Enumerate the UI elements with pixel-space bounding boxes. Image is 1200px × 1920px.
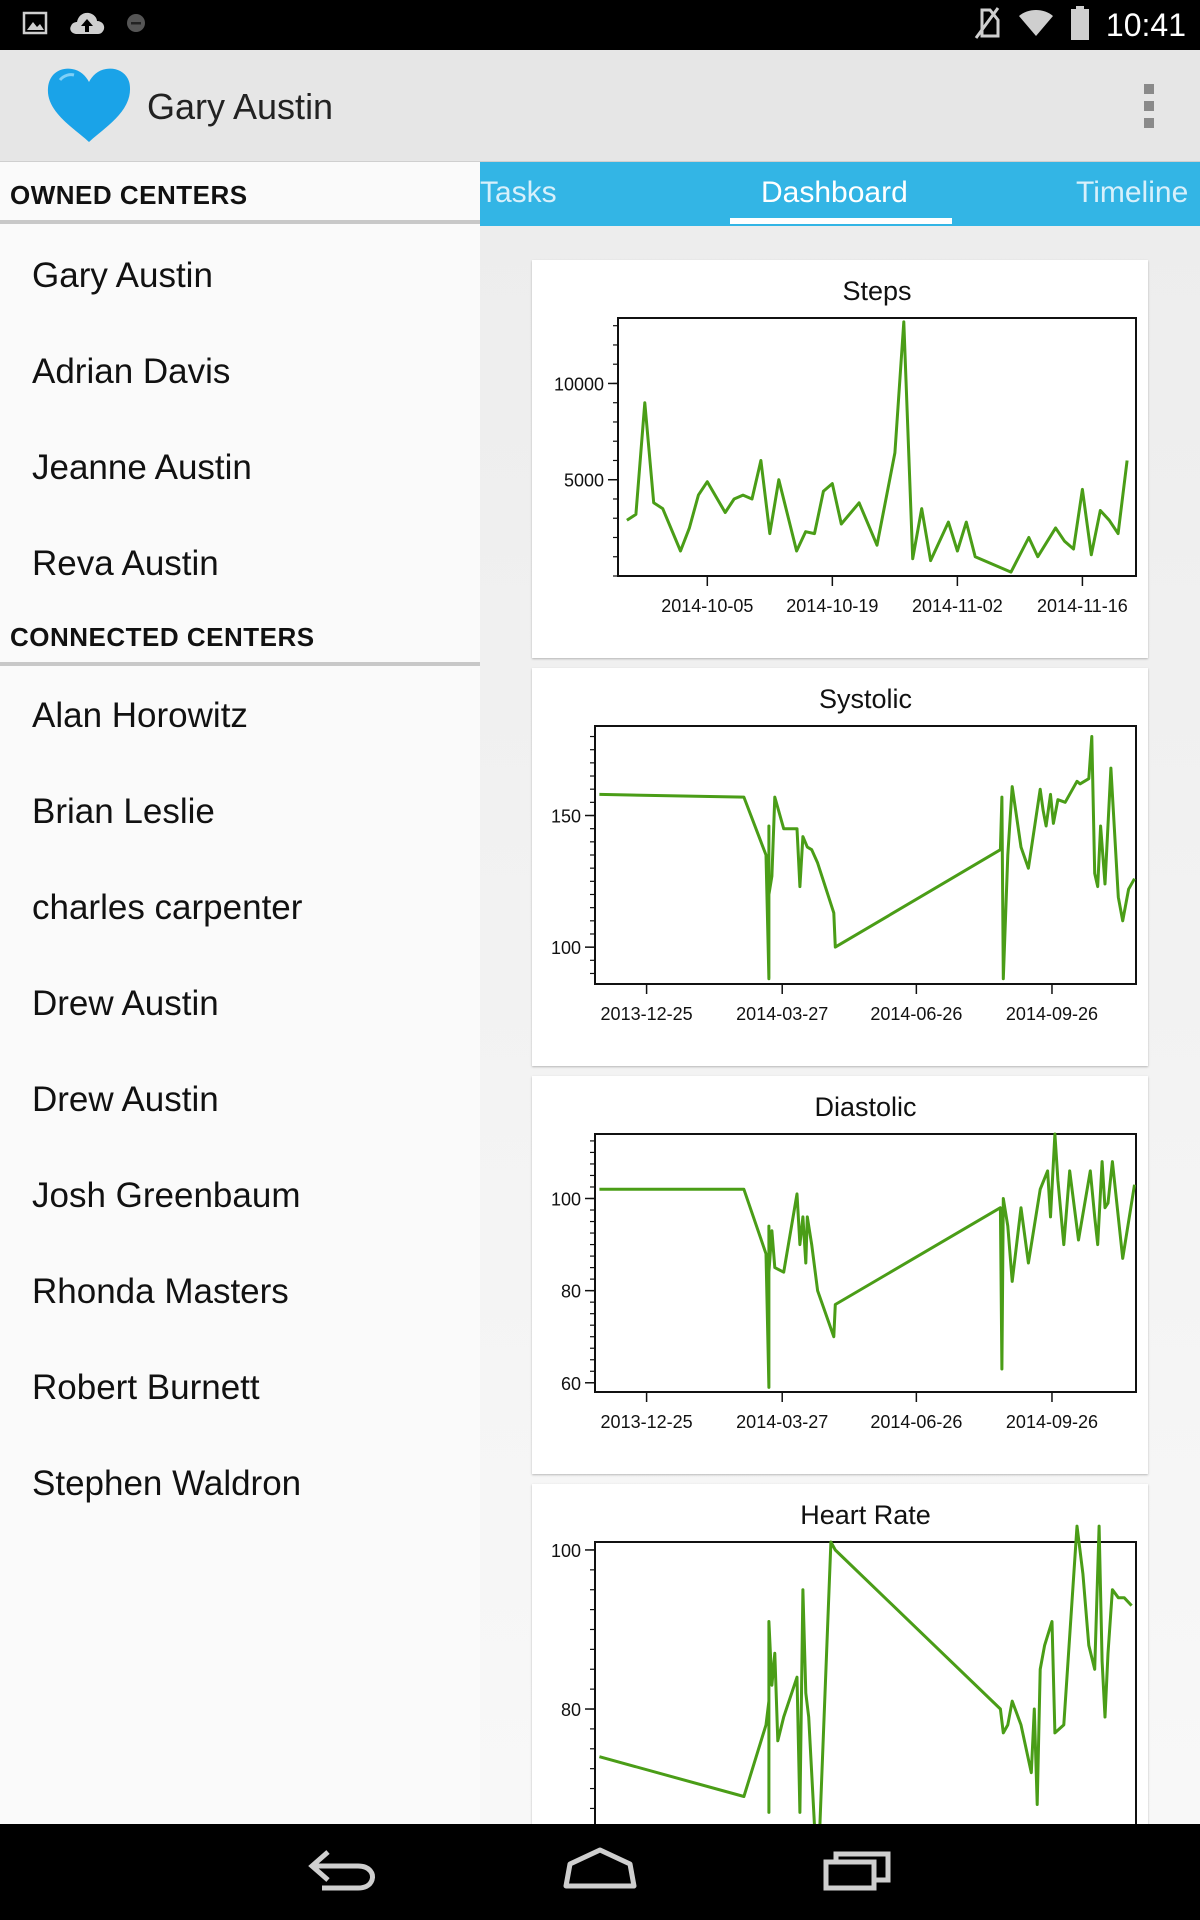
tab-dashboard[interactable]: Dashboard bbox=[761, 176, 908, 209]
dashboard-panel: Steps 5000 10000 2014-10-05 2014-10-19 2014-1… bbox=[480, 226, 1200, 1824]
x-tick-label: 2014-06-26 bbox=[870, 1004, 962, 1024]
x-tick-label: 2013-12-25 bbox=[601, 1412, 693, 1432]
x-tick-label: 2014-09-26 bbox=[1006, 1412, 1098, 1432]
connected-center-item[interactable]: Drew Austin bbox=[32, 984, 219, 1023]
chart-card-steps: Steps 5000 10000 2014-10-05 2014-10-19 2014-1… bbox=[532, 260, 1148, 658]
x-tick-label: 2014-09-26 bbox=[1006, 1004, 1098, 1024]
chart-card-heart-rate: Heart Rate6080100 bbox=[532, 1484, 1148, 1824]
chart-title: Diastolic bbox=[814, 1092, 916, 1122]
connected-center-item[interactable]: Robert Burnett bbox=[32, 1368, 260, 1407]
series-line bbox=[599, 1524, 1133, 1824]
wifi-icon bbox=[1018, 8, 1054, 43]
x-tick-label: 2014-10-19 bbox=[786, 596, 878, 616]
status-time: 10:41 bbox=[1105, 6, 1186, 43]
x-tick-label: 2013-12-25 bbox=[601, 1004, 693, 1024]
tab-strip: Tasks Dashboard Timeline bbox=[480, 162, 1200, 226]
action-bar: Gary Austin bbox=[0, 50, 1200, 162]
series-line bbox=[626, 320, 1129, 574]
heart-icon[interactable] bbox=[44, 66, 134, 149]
y-tick-label: 5000 bbox=[564, 471, 604, 491]
y-tick-label: 80 bbox=[561, 1700, 581, 1720]
systolic-chart: Systolic 100 150 2013-12-25 2014-03-27 2014-0… bbox=[551, 684, 1137, 1024]
app-title: Gary Austin bbox=[147, 86, 334, 127]
y-tick-label: 10000 bbox=[554, 374, 604, 394]
owned-centers-list: Gary Austin Adrian Davis Jeanne Austin R… bbox=[0, 224, 480, 604]
diastolic-chart: Diastolic 60 80 100 2013-12-25 2014-03-27 2014… bbox=[551, 1092, 1137, 1432]
notification-dot-icon bbox=[126, 13, 146, 38]
plot-frame bbox=[594, 1541, 1137, 1824]
chart-title: Heart Rate bbox=[800, 1500, 931, 1530]
overflow-menu-icon[interactable] bbox=[1144, 84, 1156, 128]
chart-title: Steps bbox=[842, 276, 911, 306]
image-icon bbox=[22, 11, 48, 40]
x-tick-label: 2014-10-05 bbox=[661, 596, 753, 616]
owned-center-item[interactable]: Jeanne Austin bbox=[32, 448, 252, 487]
series-line bbox=[599, 1132, 1136, 1389]
y-tick-label: 60 bbox=[561, 1374, 581, 1394]
home-icon[interactable] bbox=[562, 1846, 638, 1897]
plot-frame bbox=[617, 317, 1137, 577]
connected-center-item[interactable]: charles carpenter bbox=[32, 888, 303, 927]
plot-frame bbox=[594, 1133, 1137, 1393]
chart-card-systolic: Systolic 100 150 2013-12-25 2014-03-27 2014-0… bbox=[532, 668, 1148, 1066]
owned-center-item[interactable]: Reva Austin bbox=[32, 544, 219, 583]
chart-title: Systolic bbox=[819, 684, 912, 714]
y-tick-label: 100 bbox=[551, 1190, 581, 1210]
connected-center-item[interactable]: Josh Greenbaum bbox=[32, 1176, 301, 1215]
owned-center-item[interactable]: Adrian Davis bbox=[32, 352, 231, 391]
series-line bbox=[599, 735, 1136, 981]
back-icon[interactable] bbox=[306, 1846, 378, 1897]
y-tick-label: 80 bbox=[561, 1282, 581, 1302]
connected-centers-header: CONNECTED CENTERS bbox=[0, 604, 480, 666]
steps-chart: Steps 5000 10000 2014-10-05 2014-10-19 2014-1… bbox=[554, 276, 1137, 616]
system-nav-bar bbox=[0, 1824, 1200, 1920]
x-tick-label: 2014-11-02 bbox=[912, 596, 1003, 616]
plot-frame bbox=[594, 725, 1137, 985]
navigation-drawer: OWNED CENTERS Gary Austin Adrian Davis J… bbox=[0, 162, 480, 1824]
cloud-upload-icon bbox=[68, 10, 106, 41]
y-tick-label: 150 bbox=[551, 807, 581, 827]
chart-card-diastolic: Diastolic 60 80 100 2013-12-25 2014-03-27 2014… bbox=[532, 1076, 1148, 1474]
tab-indicator bbox=[730, 218, 952, 224]
status-bar: 10:41 bbox=[0, 0, 1200, 50]
connected-center-item[interactable]: Brian Leslie bbox=[32, 792, 215, 831]
tab-tasks[interactable]: Tasks bbox=[480, 176, 557, 209]
x-tick-label: 2014-03-27 bbox=[736, 1412, 828, 1432]
connected-center-item[interactable]: Stephen Waldron bbox=[32, 1464, 302, 1503]
connected-center-item[interactable]: Alan Horowitz bbox=[32, 696, 248, 735]
owned-center-item[interactable]: Gary Austin bbox=[32, 256, 213, 295]
tab-timeline[interactable]: Timeline bbox=[1076, 176, 1189, 209]
connected-centers-list: Alan Horowitz Brian Leslie charles carpe… bbox=[0, 666, 480, 1532]
connected-center-item[interactable]: Rhonda Masters bbox=[32, 1272, 289, 1311]
y-tick-label: 100 bbox=[551, 938, 581, 958]
battery-icon bbox=[1070, 5, 1090, 45]
x-tick-label: 2014-11-16 bbox=[1037, 596, 1128, 616]
owned-centers-header: OWNED CENTERS bbox=[0, 162, 480, 224]
connected-center-item[interactable]: Drew Austin bbox=[32, 1080, 219, 1119]
y-tick-label: 100 bbox=[551, 1541, 581, 1561]
recent-apps-icon[interactable] bbox=[822, 1846, 894, 1897]
vibrate-off-icon bbox=[972, 6, 1002, 45]
x-tick-label: 2014-03-27 bbox=[736, 1004, 828, 1024]
heart-rate-chart: Heart Rate6080100 bbox=[551, 1500, 1137, 1824]
x-tick-label: 2014-06-26 bbox=[870, 1412, 962, 1432]
